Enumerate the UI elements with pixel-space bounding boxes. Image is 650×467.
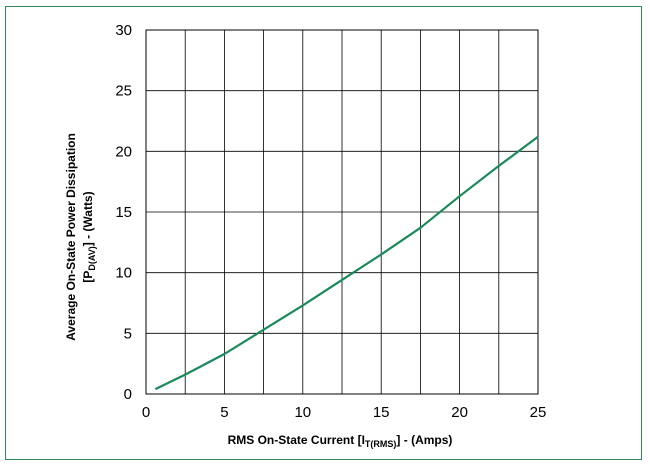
y-tick-label: 5 xyxy=(124,325,132,342)
figure-frame xyxy=(5,6,642,460)
x-tick-label: 25 xyxy=(530,404,547,421)
power-curve-line xyxy=(154,135,539,391)
y-tick-label: 20 xyxy=(115,143,132,160)
y-axis-label-line1: Average On-State Power Dissipation xyxy=(64,133,78,341)
y-tick-labels: 0 5 10 15 20 25 30 xyxy=(115,22,132,403)
x-tick-label: 5 xyxy=(220,404,228,421)
y-tick-label: 25 xyxy=(115,83,132,100)
x-tick-labels: 0 5 10 15 20 25 xyxy=(142,404,547,421)
plot-area-border xyxy=(145,29,539,395)
y-tick-label: 0 xyxy=(124,386,132,403)
x-tick-label: 0 xyxy=(142,404,150,421)
y-tick-label: 15 xyxy=(115,204,132,221)
grid xyxy=(146,30,538,394)
y-axis-label-line2: [PD(AV)] - (Watts) xyxy=(81,191,97,282)
x-tick-label: 20 xyxy=(451,404,468,421)
x-axis-label: RMS On-State Current [IT(RMS)] - (Amps) xyxy=(228,433,453,449)
x-tick-label: 10 xyxy=(294,404,311,421)
x-tick-label: 15 xyxy=(373,404,390,421)
y-tick-label: 30 xyxy=(115,22,132,39)
y-tick-label: 10 xyxy=(115,265,132,282)
